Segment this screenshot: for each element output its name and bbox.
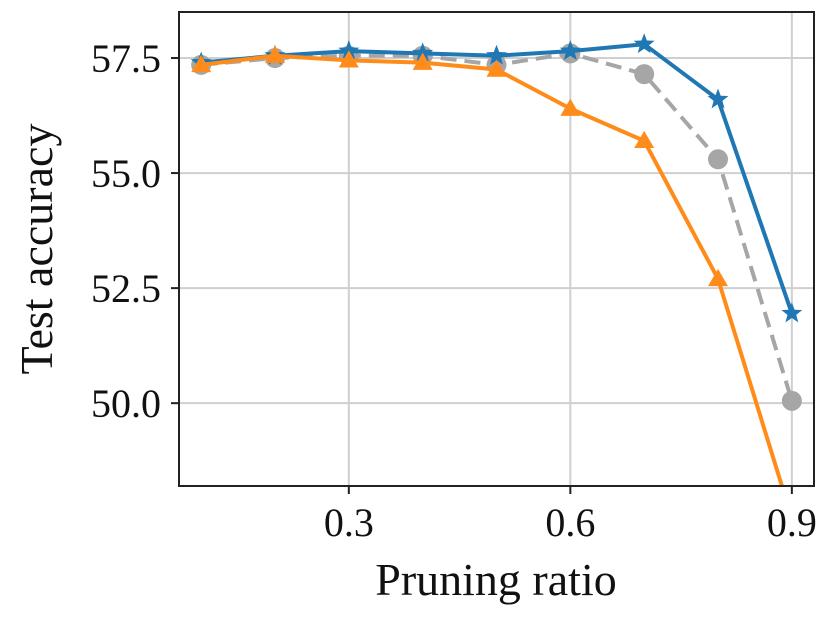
data-point [560,98,581,116]
data-point [781,390,802,411]
x-tick-label: 0.3 [324,500,374,545]
tick-layer: 0.3 0.6 0.9 50.0 52.5 55.0 57.5 [91,36,817,545]
grid-lines [179,12,814,486]
data-point [191,54,212,73]
series-circle [191,43,802,411]
plot-frame [178,11,815,487]
data-point [338,40,360,61]
data-point [486,44,507,65]
data-point [707,88,729,109]
series-line [200,53,785,486]
y-tick-label: 57.5 [91,36,161,81]
series-layer [190,33,803,486]
data-point [264,45,285,63]
y-tick-label: 50.0 [91,381,161,426]
data-point [559,40,581,61]
series-line [200,51,794,402]
y-axis-label: Test accuracy [11,124,62,375]
y-tick-label: 52.5 [91,266,161,311]
data-point [633,33,655,54]
data-point [634,130,655,149]
data-point [412,52,433,70]
series-triangle [191,45,785,486]
data-point [486,59,507,77]
series-line [200,42,794,315]
data-point [412,42,434,63]
data-point [338,50,359,68]
data-point [708,268,729,287]
data-point [708,149,729,170]
data-point [634,64,655,85]
x-axis-label: Pruning ratio [375,554,616,605]
data-point [781,302,803,323]
x-tick-label: 0.9 [767,500,817,545]
x-tick-label: 0.6 [545,500,595,545]
y-tick-label: 55.0 [91,151,161,196]
